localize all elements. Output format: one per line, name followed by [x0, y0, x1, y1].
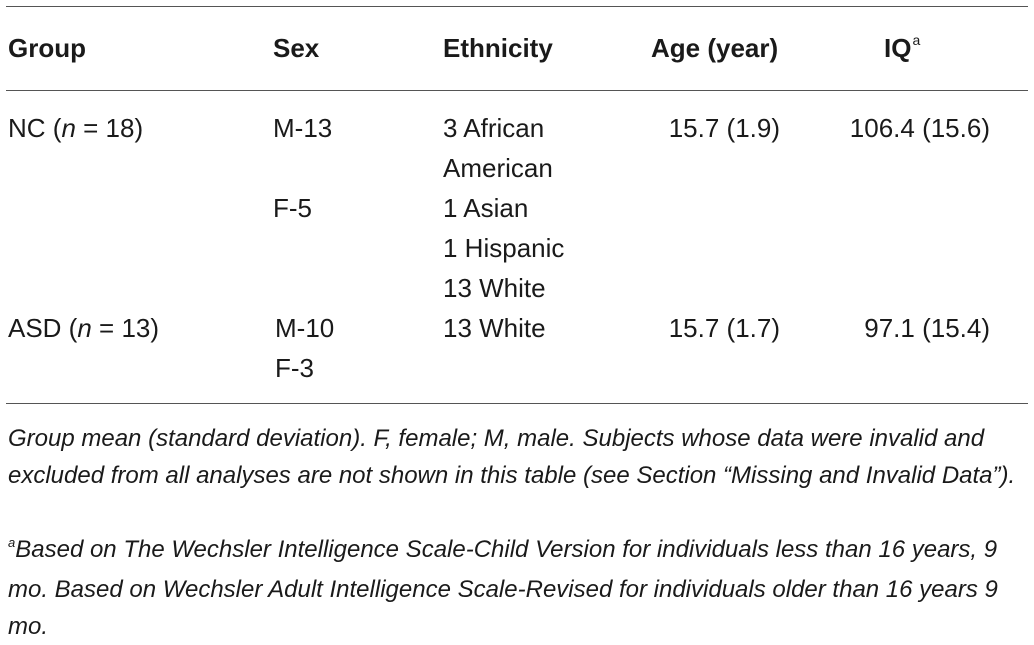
footnote-iq-mark: a [8, 535, 16, 550]
row-asd-ethnicity-1: 13 White [443, 313, 546, 343]
row-nc-ethnicity-5: 13 White [443, 273, 546, 303]
row-nc-group: NC (n = 18) [8, 108, 143, 148]
header-iq-footnote-mark: a [912, 32, 921, 48]
header-ethnicity: Ethnicity [443, 33, 553, 63]
header-age: Age (year) [651, 33, 779, 63]
row-asd-sex-female: F-3 [275, 353, 314, 383]
header-iq: IQa [884, 28, 920, 72]
footnote-general: Group mean (standard deviation). F, fema… [8, 425, 1016, 489]
row-nc-group-label: NC ( [8, 113, 62, 143]
row-asd-age: 15.7 (1.7) [668, 313, 780, 343]
row-nc-sex-male: M-13 [273, 113, 333, 143]
row-asd-group-n: n [77, 313, 92, 343]
row-nc-ethnicity-2: American [443, 153, 553, 183]
row-nc-ethnicity-1: 3 African [443, 113, 545, 143]
header-sex: Sex [273, 33, 320, 63]
footnote-iq: aBased on The Wechsler Intelligence Scal… [8, 531, 1026, 645]
row-asd-group-label: ASD ( [8, 313, 78, 343]
row-nc-group-count: = 18) [75, 113, 144, 143]
row-nc-sex-female: F-5 [273, 193, 312, 223]
row-asd-sex-male: M-10 [275, 313, 335, 343]
row-nc-ethnicity-3: 1 Asian [443, 193, 529, 223]
table-top-rule [6, 6, 1028, 7]
row-asd-group-count: = 13) [91, 313, 160, 343]
row-nc-iq: 106.4 (15.6) [849, 113, 990, 143]
header-iq-label: IQ [884, 33, 912, 63]
row-asd-group: ASD (n = 13) [8, 308, 159, 348]
row-nc-age: 15.7 (1.9) [668, 113, 780, 143]
header-group: Group [8, 33, 86, 63]
row-nc-group-n: n [61, 113, 76, 143]
table-header-rule [6, 90, 1028, 91]
footnote-iq-text: Based on The Wechsler Intelligence Scale… [8, 536, 998, 640]
row-asd-iq: 97.1 (15.4) [864, 313, 990, 343]
table-bottom-rule [6, 403, 1028, 404]
row-nc-ethnicity-4: 1 Hispanic [443, 233, 565, 263]
